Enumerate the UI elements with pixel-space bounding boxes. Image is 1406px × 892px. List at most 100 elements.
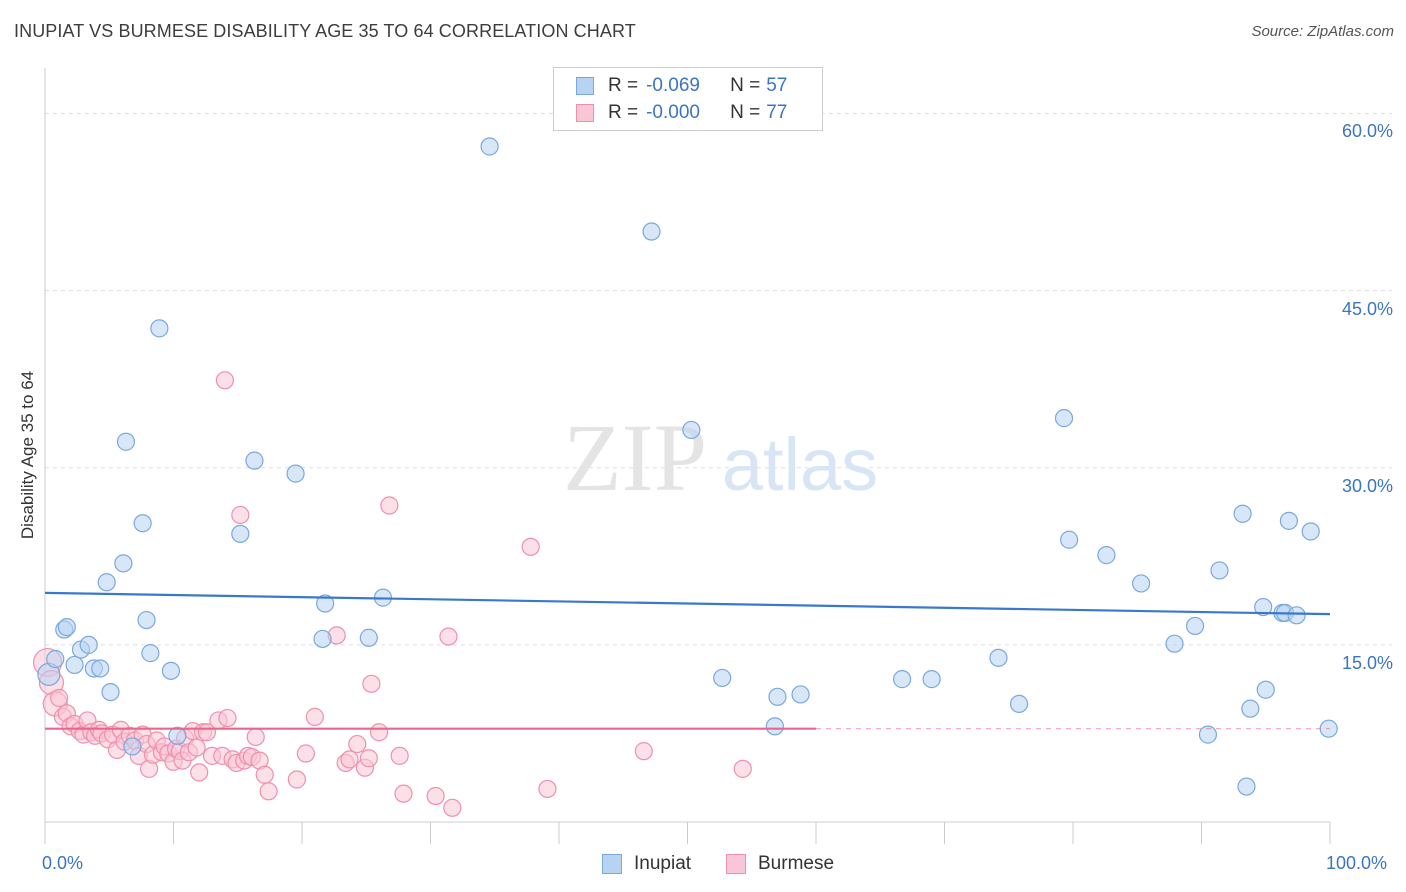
burmese-point (733, 759, 752, 778)
inupiat-point (141, 644, 160, 663)
inupiat-point (168, 726, 187, 745)
stats-row-inupiat: R = -0.069 N = 57 (576, 73, 787, 99)
axes (44, 68, 1331, 844)
n-value-inupiat: 57 (766, 75, 788, 96)
watermark-zip: ZIP (563, 404, 707, 511)
burmese-point (218, 708, 237, 728)
inupiat-legend-label: Inupiat (634, 853, 692, 874)
n-value-burmese: 77 (766, 102, 788, 123)
inupiat-point (1165, 634, 1184, 653)
burmese-points (32, 371, 752, 817)
burmese-point (190, 763, 209, 782)
burmese-point (348, 734, 367, 754)
inupiat-point (1256, 680, 1275, 699)
r-label: R = (608, 75, 639, 96)
inupiat-point (1237, 777, 1256, 796)
inupiat-point (91, 659, 110, 678)
burmese-swatch (576, 104, 594, 122)
inupiat-point (116, 432, 136, 451)
n-label: N = (730, 75, 761, 96)
burmese-point (246, 727, 265, 747)
inupiat-point (46, 649, 65, 669)
x-tick-label-min: 0.0% (42, 853, 84, 873)
burmese-legend-label: Burmese (758, 853, 835, 874)
inupiat-point (1132, 574, 1151, 593)
burmese-point (259, 782, 278, 801)
inupiat-point (1009, 694, 1029, 714)
inupiat-point (1060, 530, 1079, 549)
inupiat-point (101, 682, 120, 702)
inupiat-point (892, 670, 912, 689)
stats-row-burmese: R = -0.000 N = 77 (576, 100, 787, 126)
n-label: N = (730, 102, 761, 123)
inupiat-point (642, 222, 661, 241)
inupiat-point (1241, 699, 1260, 718)
inupiat-point (65, 655, 84, 675)
inupiat-point (1210, 561, 1229, 580)
y-axis-label: Disability Age 35 to 64 (18, 370, 37, 540)
r-value-burmese: -0.000 (646, 102, 700, 123)
inupiat-point (97, 573, 116, 592)
burmese-point (443, 798, 462, 817)
inupiat-point (359, 628, 378, 647)
inupiat-point (133, 514, 152, 533)
inupiat-point (150, 319, 169, 338)
trend-lines (44, 591, 1331, 730)
source-credit: Source: ZipAtlas.com (1251, 23, 1394, 40)
inupiat-point (713, 668, 732, 688)
inupiat-point (768, 687, 787, 706)
inupiat-point (1279, 511, 1298, 530)
inupiat-point (682, 420, 701, 440)
inupiat-legend-swatch (602, 854, 622, 874)
burmese-legend-swatch (726, 854, 746, 874)
inupiat-point (1198, 725, 1218, 744)
burmese-point (187, 738, 206, 757)
burmese-point (390, 746, 409, 765)
burmese-point (231, 505, 250, 525)
burmese-point (296, 744, 315, 763)
burmese-point (439, 627, 458, 646)
inupiat-point (79, 635, 98, 654)
inupiat-point (1233, 504, 1252, 523)
inupiat-point (1185, 616, 1205, 636)
inupiat-point (245, 451, 264, 470)
burmese-point (305, 707, 324, 726)
burmese-point (50, 688, 69, 708)
inupiat-point (1287, 606, 1306, 625)
inupiat-point (1054, 409, 1074, 428)
inupiat-point (1254, 597, 1273, 617)
inupiat-point (480, 137, 499, 156)
inupiat-point (765, 717, 784, 736)
inupiat-point (316, 594, 335, 613)
inupiat-point (286, 464, 305, 483)
inupiat-point (137, 610, 156, 630)
burmese-point (287, 770, 306, 789)
watermark-atlas: atlas (722, 423, 878, 506)
inupiat-point (922, 670, 941, 689)
x-tick-label-max: 100.0% (1326, 853, 1388, 873)
burmese-point (215, 371, 234, 390)
burmese-point (521, 537, 540, 556)
stats-legend: R = -0.069 N = 57 R = -0.000 N = 77 (553, 67, 823, 131)
inupiat-swatch (576, 77, 594, 95)
burmese-point (634, 742, 653, 761)
r-label: R = (608, 102, 639, 123)
inupiat-point (57, 618, 76, 637)
burmese-point (362, 674, 381, 693)
inupiat-point (1301, 522, 1320, 541)
legend-item-inupiat: Inupiat (602, 852, 691, 876)
inupiat-point (114, 554, 133, 573)
inupiat-point (313, 629, 332, 649)
legend-item-burmese: Burmese (726, 852, 834, 876)
grid-lines (45, 112, 1392, 646)
inupiat-point (161, 661, 181, 680)
y-tick-label: 15.0% (1341, 652, 1393, 673)
inupiat-point (123, 737, 142, 756)
inupiat-point (989, 648, 1008, 667)
burmese-point (370, 723, 389, 742)
burmese-point (380, 496, 399, 515)
burmese-point (255, 765, 274, 784)
r-value-inupiat: -0.069 (646, 75, 700, 96)
y-tick-label: 60.0% (1341, 121, 1393, 142)
